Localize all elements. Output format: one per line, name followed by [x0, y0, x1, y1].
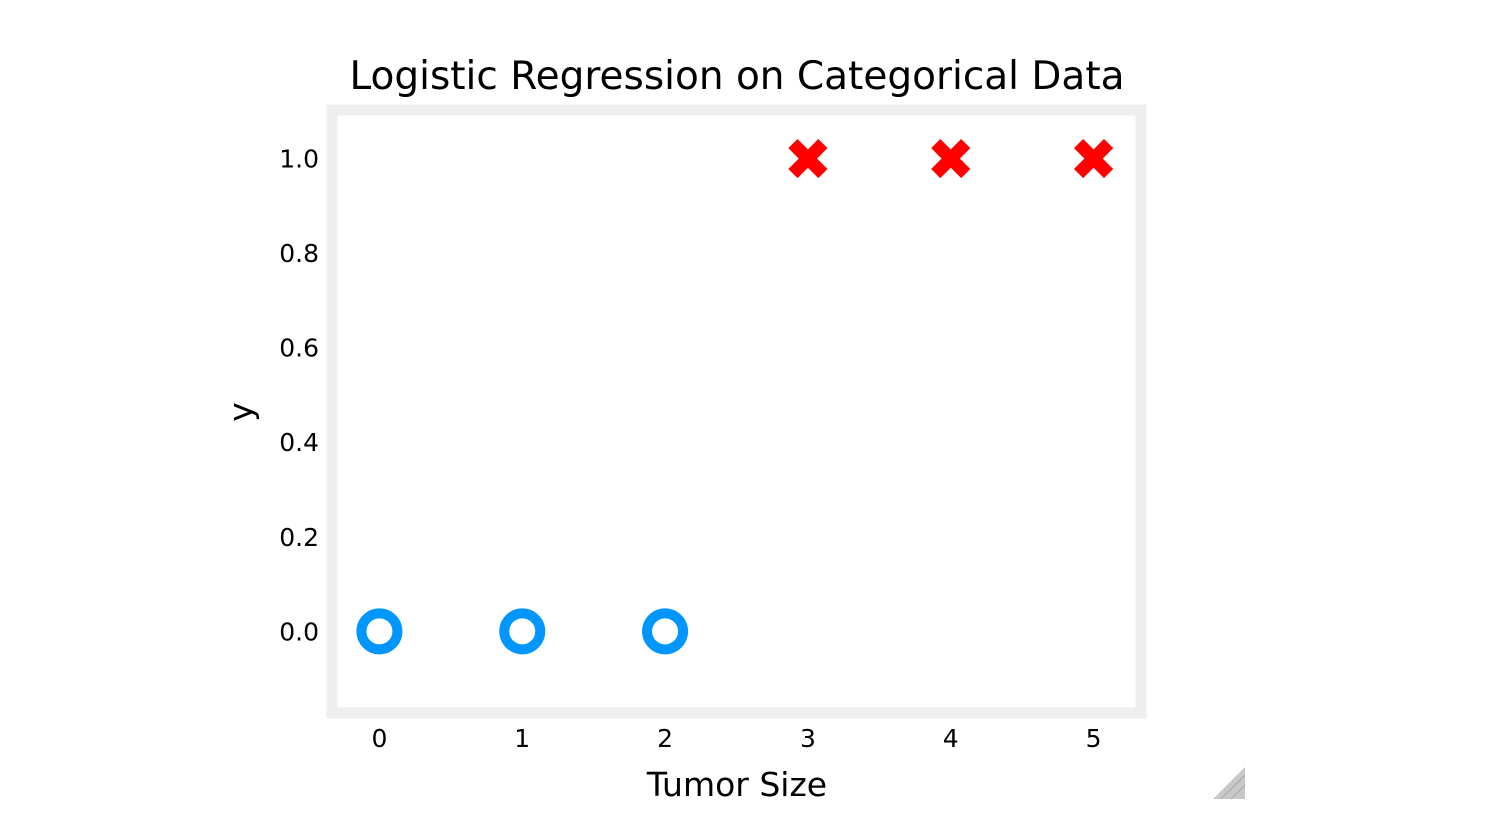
data-point-x	[931, 138, 971, 179]
data-point-circle	[356, 608, 403, 655]
data-point-circle	[642, 608, 689, 655]
y-tick-label: 0.6	[279, 334, 319, 363]
resize-grip-icon[interactable]	[1213, 767, 1245, 799]
y-tick-label: 0.0	[279, 617, 319, 646]
plot-frame	[326, 104, 1147, 719]
x-tick-label: 2	[657, 724, 673, 753]
y-tick-label: 1.0	[279, 145, 319, 174]
chart-title: Logistic Regression on Categorical Data	[349, 54, 1124, 99]
x-tick-label: 4	[943, 724, 959, 753]
x-tick-label: 5	[1086, 724, 1102, 753]
data-point-circle	[499, 608, 546, 655]
x-tick-label: 0	[371, 724, 387, 753]
y-tick-label: 0.4	[279, 428, 319, 457]
data-point-x	[788, 138, 828, 179]
y-tick-label: 0.2	[279, 523, 319, 552]
y-tick-label: 0.8	[279, 239, 319, 268]
x-tick-label: 3	[800, 724, 816, 753]
y-tick-labels: 0.0 0.2 0.4 0.6 0.8 1.0	[279, 145, 319, 647]
data-point-x	[1073, 138, 1114, 179]
x-tick-label: 1	[514, 724, 530, 753]
data-points	[356, 138, 1114, 655]
x-axis-label: Tumor Size	[646, 765, 827, 804]
x-tick-labels: 0 1 2 3 4 5	[371, 724, 1101, 753]
y-axis-label: y	[221, 402, 260, 422]
